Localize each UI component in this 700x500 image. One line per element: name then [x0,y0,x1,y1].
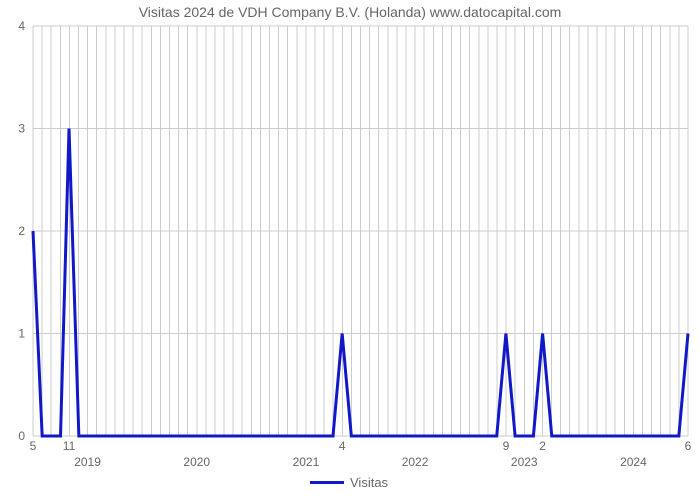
y-tick-label: 1 [18,327,25,341]
y-tick-label: 0 [18,429,25,443]
x-year-label: 2022 [402,455,429,469]
y-tick-label: 2 [18,224,25,238]
x-value-label: 6 [685,439,692,453]
x-value-label: 9 [503,439,510,453]
visits-line-chart: 0 1 2 3 4 2019 2020 2021 2022 2023 2024 5 11 4 9 2 6 [0,0,696,472]
x-value-label: 5 [30,439,37,453]
y-tick-label: 4 [18,19,25,33]
x-year-label: 2024 [620,455,647,469]
legend: Visitas [310,475,388,490]
x-value-label: 11 [63,439,76,453]
x-year-label: 2020 [183,455,210,469]
y-axis: 0 1 2 3 4 [18,19,25,443]
legend-label: Visitas [350,475,388,490]
legend-swatch [310,481,344,484]
grid [33,26,688,436]
x-year-label: 2021 [293,455,320,469]
x-axis: 2019 2020 2021 2022 2023 2024 5 11 4 9 2 6 [30,439,692,469]
x-year-label: 2019 [74,455,101,469]
y-tick-label: 3 [18,122,25,136]
x-year-label: 2023 [511,455,538,469]
x-value-label: 2 [539,439,546,453]
x-value-label: 4 [339,439,346,453]
